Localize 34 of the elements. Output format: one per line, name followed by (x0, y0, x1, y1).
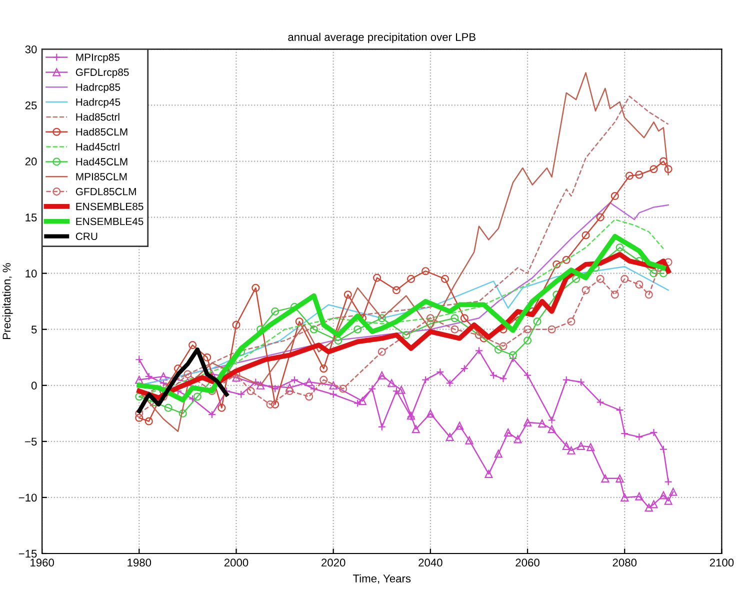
legend-label: GFDL85CLM (76, 188, 136, 196)
legend-label: Had45ctrl (76, 142, 120, 151)
legend-label: Hadrcp45 (76, 98, 120, 108)
y-tick-label: −10 (18, 494, 37, 502)
x-tick-label: 2000 (224, 558, 248, 567)
y-tick-label: 5 (31, 326, 37, 334)
y-tick-label: 30 (25, 45, 37, 54)
legend-label: GFDLrcp85 (76, 68, 129, 78)
x-tick-label: 2060 (516, 558, 540, 567)
legend-label: Hadrcp85 (76, 83, 120, 93)
legend-label: Had45CLM (76, 158, 128, 166)
y-tick-label: 0 (31, 382, 37, 390)
legend-label: ENSEMBLE45 (76, 218, 144, 226)
y-tick-label: 15 (26, 214, 37, 222)
legend-label: Had85CLM (76, 128, 128, 136)
chart-title: annual average precipitation over LPB (288, 32, 476, 44)
legend-label: MPI85CLM (76, 172, 127, 180)
x-tick-label: 1980 (128, 558, 152, 567)
legend-label: ENSEMBLE85 (76, 202, 144, 210)
y-tick-label: 20 (25, 158, 37, 166)
x-tick-label: 2040 (418, 558, 442, 567)
x-tick-label: 2020 (322, 558, 346, 567)
legend-label: MPIrcp85 (76, 54, 120, 64)
y-tick-label: 25 (25, 102, 37, 110)
y-tick-label: −15 (18, 550, 37, 558)
y-axis-title: Precipitation, % (2, 263, 13, 340)
x-tick-label: 2080 (612, 558, 637, 567)
y-tick-label: 10 (26, 270, 37, 278)
x-tick-label: 2100 (710, 558, 734, 567)
y-tick-label: −5 (25, 438, 37, 446)
legend-label: Had85ctrl (76, 113, 120, 121)
x-tick-label: 1960 (30, 558, 54, 567)
x-axis-title: Time, Years (353, 574, 411, 584)
legend-label: CRU (76, 232, 98, 240)
